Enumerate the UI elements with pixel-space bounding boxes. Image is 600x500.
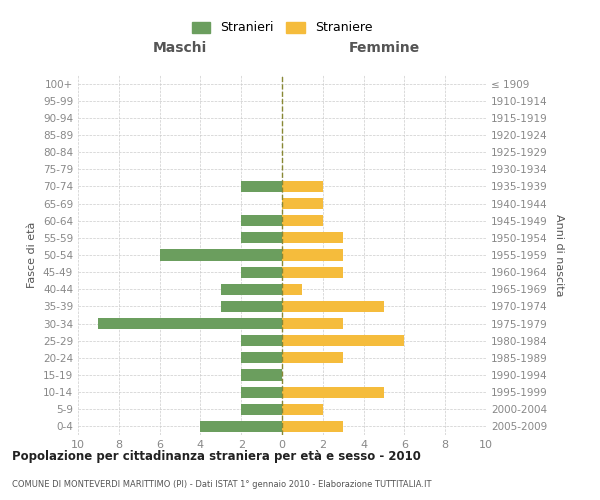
- Bar: [282, 352, 343, 364]
- Bar: [241, 181, 282, 192]
- Bar: [282, 421, 343, 432]
- Bar: [221, 301, 282, 312]
- Y-axis label: Anni di nascita: Anni di nascita: [554, 214, 564, 296]
- Bar: [282, 215, 323, 226]
- Bar: [282, 318, 343, 329]
- Legend: Stranieri, Straniere: Stranieri, Straniere: [187, 16, 377, 40]
- Bar: [282, 335, 404, 346]
- Bar: [282, 386, 384, 398]
- Bar: [282, 250, 343, 260]
- Bar: [241, 335, 282, 346]
- Text: Maschi: Maschi: [153, 41, 207, 55]
- Text: Popolazione per cittadinanza straniera per età e sesso - 2010: Popolazione per cittadinanza straniera p…: [12, 450, 421, 463]
- Bar: [98, 318, 282, 329]
- Bar: [200, 421, 282, 432]
- Bar: [282, 181, 323, 192]
- Text: Femmine: Femmine: [349, 41, 419, 55]
- Bar: [282, 232, 343, 243]
- Bar: [282, 198, 323, 209]
- Bar: [241, 370, 282, 380]
- Bar: [282, 284, 302, 295]
- Bar: [241, 404, 282, 415]
- Bar: [282, 404, 323, 415]
- Bar: [221, 284, 282, 295]
- Y-axis label: Fasce di età: Fasce di età: [28, 222, 37, 288]
- Bar: [241, 232, 282, 243]
- Bar: [160, 250, 282, 260]
- Bar: [241, 352, 282, 364]
- Bar: [241, 386, 282, 398]
- Bar: [241, 266, 282, 278]
- Bar: [282, 266, 343, 278]
- Text: COMUNE DI MONTEVERDI MARITTIMO (PI) - Dati ISTAT 1° gennaio 2010 - Elaborazione : COMUNE DI MONTEVERDI MARITTIMO (PI) - Da…: [12, 480, 431, 489]
- Bar: [241, 215, 282, 226]
- Bar: [282, 301, 384, 312]
